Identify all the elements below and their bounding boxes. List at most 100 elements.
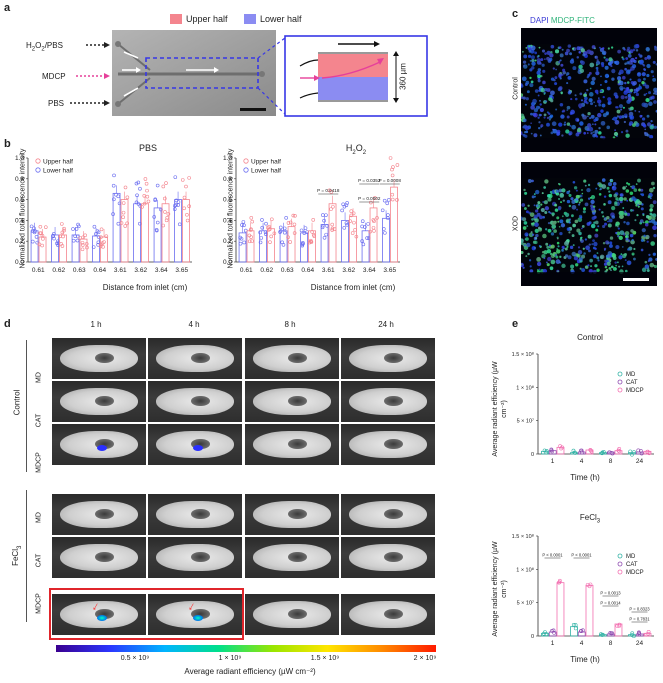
- x-tick-label: 0.61: [240, 267, 253, 274]
- cell-dot: [594, 123, 597, 126]
- cell-dot: [642, 64, 646, 67]
- x-tick-label: 3.64: [363, 267, 376, 274]
- cell-dot: [536, 257, 541, 262]
- cell-dot: [599, 83, 602, 86]
- cell-dot: [578, 203, 581, 206]
- wound-site: [288, 508, 308, 520]
- cell-dot: [618, 104, 624, 109]
- cell-dot: [583, 79, 588, 84]
- cell-dot: [608, 193, 613, 198]
- cell-dot: [550, 99, 554, 103]
- data-point: [163, 196, 167, 201]
- image-edge: [521, 138, 657, 152]
- data-point: [260, 218, 264, 222]
- cell-dot: [538, 245, 541, 247]
- data-point: [321, 223, 325, 228]
- cell-dot: [543, 116, 546, 119]
- cell-dot: [601, 103, 606, 108]
- cell-dot: [609, 241, 613, 245]
- data-point: [29, 224, 34, 229]
- cell-dot: [607, 200, 612, 205]
- panel-c-row-xod: XOD: [512, 215, 520, 232]
- cell-dot: [521, 132, 523, 136]
- cell-dot: [560, 91, 563, 94]
- cell-dot: [595, 60, 601, 65]
- y-tick-label: 0.8: [223, 176, 232, 183]
- data-point: [119, 221, 124, 225]
- cell-dot: [581, 225, 585, 228]
- cell-dot: [641, 228, 646, 233]
- data-point: [372, 229, 376, 233]
- legend-label-upper: Upper half: [43, 159, 73, 166]
- cell-dot: [633, 247, 636, 251]
- cell-dot: [528, 45, 531, 48]
- data-point: [75, 238, 80, 243]
- cell-dot: [582, 247, 585, 250]
- data-point: [159, 207, 163, 212]
- cell-dot: [576, 46, 581, 51]
- cell-dot: [534, 51, 538, 55]
- mouse-image: [245, 594, 339, 635]
- bar: [361, 230, 370, 263]
- cell-dot: [572, 66, 577, 71]
- data-point: [293, 213, 297, 218]
- cell-dot: [534, 222, 539, 227]
- data-point: [587, 584, 592, 589]
- data-point: [96, 230, 101, 235]
- cell-dot: [598, 46, 601, 49]
- cell-dot: [618, 80, 624, 86]
- cell-dot: [530, 112, 533, 116]
- legend-label: MD: [626, 372, 636, 378]
- data-point: [39, 231, 43, 235]
- cell-dot: [580, 60, 585, 65]
- cell-dot: [616, 76, 622, 81]
- colorbar-tick-1: 1 × 10⁹: [218, 655, 242, 662]
- inlet-label-bot: PBS: [48, 99, 65, 108]
- cell-dot: [604, 79, 608, 84]
- y-tick-label: 1.0: [15, 155, 24, 162]
- data-point: [373, 196, 377, 200]
- legend-label-lower: Lower half: [43, 168, 73, 175]
- row-label-mdcp: MDCP: [35, 452, 43, 473]
- data-point: [348, 219, 352, 223]
- wound-site: [191, 608, 211, 620]
- cell-dot: [628, 123, 632, 126]
- cell-dot: [626, 221, 630, 226]
- cell-dot: [547, 228, 552, 233]
- wound-site: [288, 352, 308, 364]
- cell-dot: [530, 122, 532, 125]
- cell-dot: [581, 192, 584, 195]
- cell-dot: [633, 188, 638, 192]
- cell-dot: [647, 259, 650, 263]
- data-point: [345, 201, 349, 205]
- cell-dot: [533, 133, 538, 138]
- sig-annotation: P = 0.0002: [358, 196, 381, 201]
- data-point: [551, 628, 556, 633]
- row-label-cat: CAT: [35, 413, 43, 428]
- bar: [300, 232, 308, 263]
- fluor-image-control: [521, 28, 657, 152]
- cell-dot: [569, 59, 575, 64]
- cell-dot: [611, 185, 617, 191]
- bar: [112, 192, 121, 263]
- cell-dot: [547, 256, 552, 262]
- cell-dot: [632, 48, 636, 52]
- cell-dot: [555, 189, 559, 193]
- data-point: [258, 240, 263, 245]
- data-point: [366, 222, 370, 226]
- cell-dot: [594, 89, 599, 94]
- cell-dot: [592, 211, 596, 215]
- cell-dot: [626, 81, 630, 84]
- cell-dot: [521, 251, 523, 254]
- bar: [100, 236, 108, 263]
- cell-dot: [630, 208, 633, 212]
- cell-dot: [641, 267, 647, 273]
- cell-dot: [589, 258, 593, 263]
- cell-dot: [564, 212, 570, 218]
- cell-dot: [558, 225, 561, 228]
- cell-dot: [633, 91, 636, 94]
- wound-site: [191, 395, 211, 407]
- cell-dot: [606, 125, 611, 130]
- cell-dot: [576, 128, 582, 133]
- cell-dot: [529, 83, 534, 88]
